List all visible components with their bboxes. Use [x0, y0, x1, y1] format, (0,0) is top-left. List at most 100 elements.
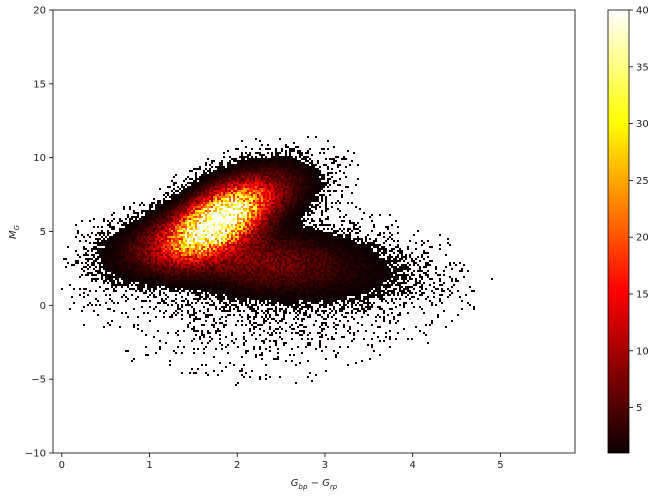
density-cell	[303, 200, 305, 202]
density-cell	[199, 204, 201, 206]
density-cell	[309, 172, 311, 174]
density-cell	[261, 254, 263, 256]
density-cell	[299, 184, 301, 186]
density-cell	[251, 230, 253, 232]
density-cell	[281, 204, 283, 206]
density-cell	[321, 250, 323, 252]
density-cell	[269, 178, 271, 180]
density-cell	[173, 248, 175, 250]
density-cell	[109, 242, 111, 244]
density-cell	[379, 214, 381, 216]
density-cell	[353, 254, 355, 256]
density-cell	[321, 238, 323, 240]
density-cell	[139, 220, 141, 222]
density-cell	[247, 162, 249, 164]
density-cell	[189, 236, 191, 238]
density-cell	[225, 202, 227, 204]
density-cell	[115, 242, 117, 244]
density-cell	[189, 198, 191, 200]
density-cell	[229, 256, 231, 258]
density-cell	[329, 246, 331, 248]
density-cell	[259, 216, 261, 218]
density-cell	[175, 202, 177, 204]
density-cell	[317, 230, 319, 232]
density-cell	[275, 244, 277, 246]
density-cell	[275, 254, 277, 256]
density-cell	[265, 156, 267, 158]
density-cell	[277, 184, 279, 186]
density-cell	[341, 256, 343, 258]
density-cell	[185, 210, 187, 212]
density-cell	[343, 220, 345, 222]
density-cell	[349, 248, 351, 250]
density-cell	[313, 228, 315, 230]
density-cell	[167, 244, 169, 246]
density-cell	[129, 222, 131, 224]
density-cell	[237, 180, 239, 182]
density-cell	[185, 240, 187, 242]
density-cell	[329, 194, 331, 196]
density-cell	[103, 244, 105, 246]
density-cell	[193, 216, 195, 218]
density-cell	[161, 256, 163, 258]
density-cell	[205, 194, 207, 196]
density-cell	[193, 182, 195, 184]
density-cell	[245, 244, 247, 246]
density-cell	[293, 202, 295, 204]
density-cell	[273, 250, 275, 252]
density-cell	[241, 250, 243, 252]
density-cell	[341, 220, 343, 222]
density-cell	[241, 140, 243, 142]
density-cell	[265, 162, 267, 164]
density-cell	[333, 252, 335, 254]
density-cell	[149, 254, 151, 256]
density-cell	[197, 200, 199, 202]
density-cell	[215, 176, 217, 178]
density-cell	[145, 254, 147, 256]
density-cell	[291, 200, 293, 202]
density-cell	[209, 202, 211, 204]
density-cell	[159, 188, 161, 190]
density-cell	[165, 218, 167, 220]
density-cell	[389, 250, 391, 252]
density-cell	[255, 198, 257, 200]
density-cell	[301, 192, 303, 194]
density-cell	[305, 164, 307, 166]
density-cell	[209, 182, 211, 184]
density-cell	[249, 246, 251, 248]
density-cell	[245, 156, 247, 158]
density-cell	[271, 176, 273, 178]
density-cell	[279, 200, 281, 202]
density-cell	[175, 194, 177, 196]
density-cell	[285, 254, 287, 256]
density-cell	[335, 190, 337, 192]
density-cell	[239, 202, 241, 204]
density-cell	[167, 212, 169, 214]
density-cell	[439, 234, 441, 236]
density-cell	[227, 164, 229, 166]
density-cell	[295, 172, 297, 174]
density-cell	[245, 238, 247, 240]
density-cell	[235, 242, 237, 244]
density-cell	[277, 212, 279, 214]
density-cell	[331, 250, 333, 252]
density-cell	[233, 212, 235, 214]
density-cell	[125, 242, 127, 244]
density-cell	[175, 250, 177, 252]
density-cell	[339, 252, 341, 254]
density-cell	[273, 256, 275, 258]
density-cell	[83, 248, 85, 250]
density-cell	[245, 180, 247, 182]
density-cell	[307, 164, 309, 166]
density-cell	[303, 182, 305, 184]
density-cell	[239, 258, 241, 260]
density-cell	[303, 252, 305, 254]
density-cell	[197, 192, 199, 194]
density-cell	[191, 222, 193, 224]
density-cell	[293, 162, 295, 164]
density-cell	[145, 242, 147, 244]
density-cell	[281, 246, 283, 248]
density-cell	[275, 156, 277, 158]
density-cell	[277, 244, 279, 246]
density-cell	[191, 198, 193, 200]
